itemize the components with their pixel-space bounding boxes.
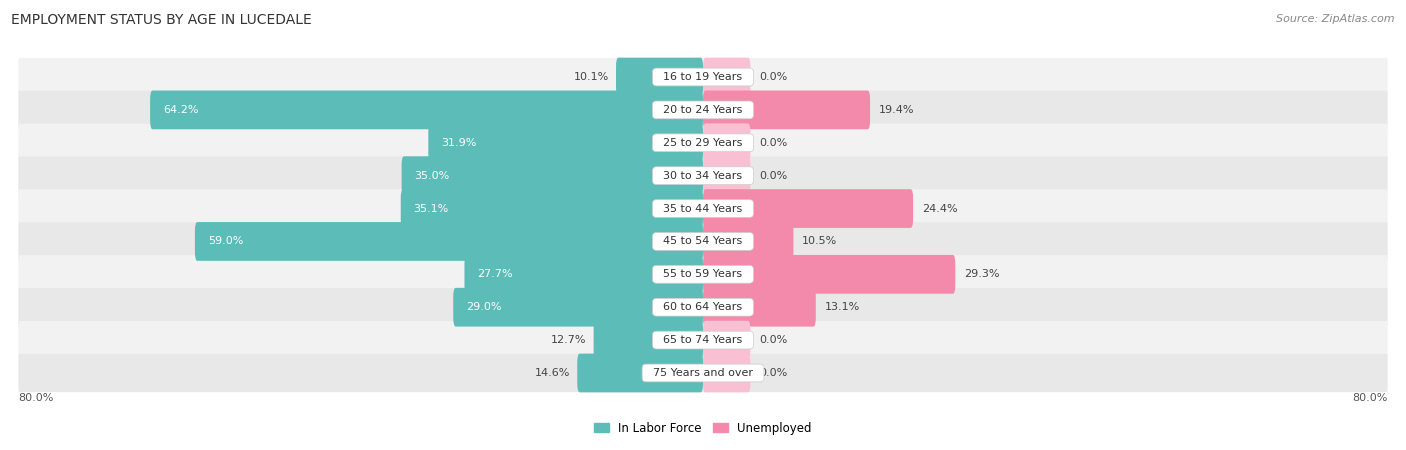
Text: 14.6%: 14.6%: [536, 368, 571, 378]
FancyBboxPatch shape: [703, 288, 815, 327]
FancyBboxPatch shape: [464, 255, 703, 294]
FancyBboxPatch shape: [703, 156, 751, 195]
Text: 16 to 19 Years: 16 to 19 Years: [657, 72, 749, 82]
Text: 25 to 29 Years: 25 to 29 Years: [657, 138, 749, 148]
FancyBboxPatch shape: [18, 124, 1388, 162]
Text: 0.0%: 0.0%: [759, 72, 787, 82]
Text: 29.0%: 29.0%: [467, 302, 502, 312]
FancyBboxPatch shape: [703, 189, 912, 228]
Text: 80.0%: 80.0%: [1353, 393, 1388, 403]
Text: 80.0%: 80.0%: [18, 393, 53, 403]
FancyBboxPatch shape: [18, 255, 1388, 293]
Text: 31.9%: 31.9%: [441, 138, 477, 148]
Text: 29.3%: 29.3%: [965, 270, 1000, 279]
FancyBboxPatch shape: [18, 157, 1388, 195]
Text: 10.5%: 10.5%: [801, 236, 838, 247]
Text: 55 to 59 Years: 55 to 59 Years: [657, 270, 749, 279]
Text: 24.4%: 24.4%: [922, 203, 957, 214]
FancyBboxPatch shape: [616, 58, 703, 96]
FancyBboxPatch shape: [401, 189, 703, 228]
Text: 45 to 54 Years: 45 to 54 Years: [657, 236, 749, 247]
Text: Source: ZipAtlas.com: Source: ZipAtlas.com: [1277, 14, 1395, 23]
FancyBboxPatch shape: [150, 90, 703, 129]
Text: 19.4%: 19.4%: [879, 105, 914, 115]
Text: 30 to 34 Years: 30 to 34 Years: [657, 171, 749, 180]
FancyBboxPatch shape: [703, 321, 751, 360]
Text: 64.2%: 64.2%: [163, 105, 198, 115]
Legend: In Labor Force, Unemployed: In Labor Force, Unemployed: [595, 422, 811, 435]
Text: 59.0%: 59.0%: [208, 236, 243, 247]
FancyBboxPatch shape: [453, 288, 703, 327]
FancyBboxPatch shape: [18, 354, 1388, 392]
Text: 10.1%: 10.1%: [574, 72, 609, 82]
Text: EMPLOYMENT STATUS BY AGE IN LUCEDALE: EMPLOYMENT STATUS BY AGE IN LUCEDALE: [11, 14, 312, 27]
FancyBboxPatch shape: [18, 58, 1388, 96]
FancyBboxPatch shape: [703, 255, 955, 294]
FancyBboxPatch shape: [18, 222, 1388, 261]
FancyBboxPatch shape: [703, 123, 751, 162]
FancyBboxPatch shape: [18, 91, 1388, 129]
Text: 0.0%: 0.0%: [759, 171, 787, 180]
Text: 0.0%: 0.0%: [759, 368, 787, 378]
Text: 0.0%: 0.0%: [759, 138, 787, 148]
Text: 20 to 24 Years: 20 to 24 Years: [657, 105, 749, 115]
FancyBboxPatch shape: [593, 321, 703, 360]
FancyBboxPatch shape: [703, 58, 751, 96]
FancyBboxPatch shape: [703, 354, 751, 392]
FancyBboxPatch shape: [18, 321, 1388, 359]
Text: 60 to 64 Years: 60 to 64 Years: [657, 302, 749, 312]
FancyBboxPatch shape: [402, 156, 703, 195]
FancyBboxPatch shape: [578, 354, 703, 392]
Text: 27.7%: 27.7%: [478, 270, 513, 279]
Text: 65 to 74 Years: 65 to 74 Years: [657, 335, 749, 345]
Text: 75 Years and over: 75 Years and over: [645, 368, 761, 378]
Text: 13.1%: 13.1%: [824, 302, 859, 312]
FancyBboxPatch shape: [429, 123, 703, 162]
Text: 35.1%: 35.1%: [413, 203, 449, 214]
Text: 35 to 44 Years: 35 to 44 Years: [657, 203, 749, 214]
FancyBboxPatch shape: [703, 222, 793, 261]
FancyBboxPatch shape: [195, 222, 703, 261]
Text: 35.0%: 35.0%: [415, 171, 450, 180]
FancyBboxPatch shape: [703, 90, 870, 129]
Text: 0.0%: 0.0%: [759, 335, 787, 345]
FancyBboxPatch shape: [18, 288, 1388, 326]
FancyBboxPatch shape: [18, 189, 1388, 228]
Text: 12.7%: 12.7%: [551, 335, 586, 345]
